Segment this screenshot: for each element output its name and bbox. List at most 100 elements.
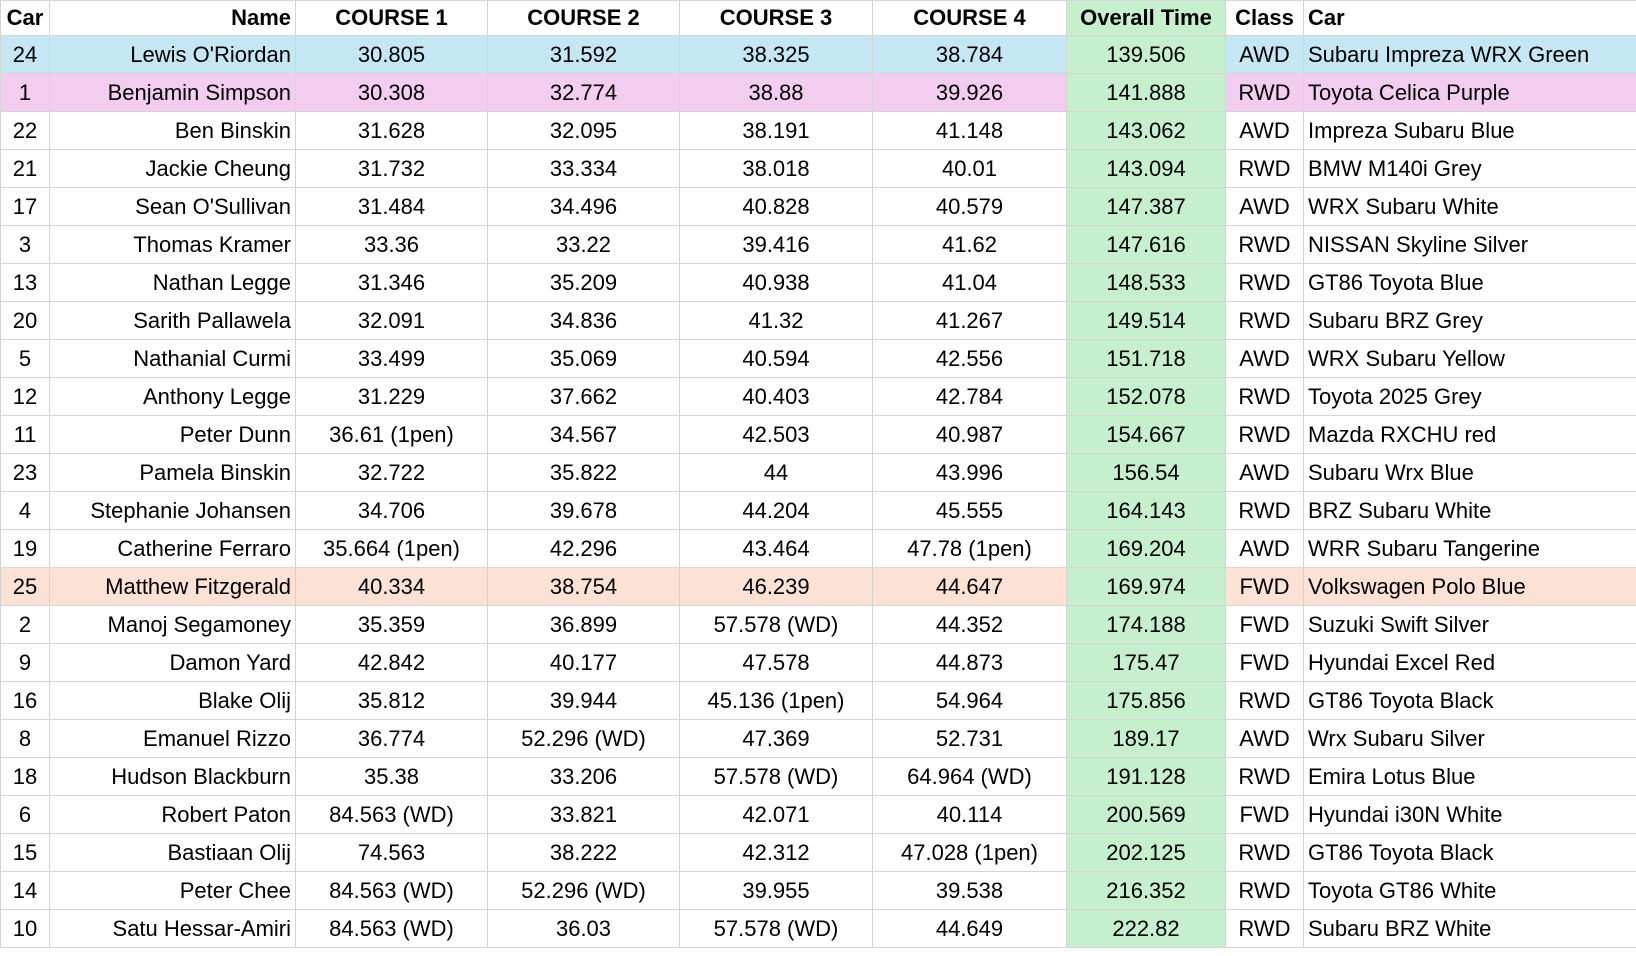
table-cell: 33.334 (487, 149, 680, 188)
table-cell: 189.17 (1066, 719, 1226, 758)
table-cell: 14 (0, 871, 50, 910)
table-cell: 174.188 (1066, 605, 1226, 644)
table-cell: AWD (1225, 35, 1304, 74)
table-cell: Anthony Legge (49, 377, 296, 416)
table-cell: 84.563 (WD) (295, 871, 488, 910)
table-cell: 41.04 (872, 263, 1067, 302)
table-cell: 30.308 (295, 73, 488, 112)
table-cell: Toyota 2025 Grey (1303, 377, 1636, 416)
table-cell: 34.706 (295, 491, 488, 530)
header-cell: Car (1303, 0, 1636, 36)
table-cell: Peter Dunn (49, 415, 296, 454)
table-cell: AWD (1225, 719, 1304, 758)
table-row: 18 Hudson Blackburn 35.38 33.206 57.578 (WD)… (0, 757, 1636, 796)
table-cell: 45.555 (872, 491, 1067, 530)
table-cell: 17 (0, 187, 50, 226)
table-cell: 169.204 (1066, 529, 1226, 568)
table-cell: 31.484 (295, 187, 488, 226)
table-cell: 44.873 (872, 643, 1067, 682)
table-cell: Thomas Kramer (49, 225, 296, 264)
table-cell: 23 (0, 453, 50, 492)
table-cell: 39.944 (487, 681, 680, 720)
header-cell: Class (1225, 0, 1304, 36)
table-cell: Stephanie Johansen (49, 491, 296, 530)
table-cell: 39.926 (872, 73, 1067, 112)
table-row: 22 Ben Binskin 31.628 32.095 38.191 41.148 143… (0, 111, 1636, 150)
table-cell: 33.206 (487, 757, 680, 796)
table-row: 8 Emanuel Rizzo 36.774 52.296 (WD) 47.369 52.… (0, 719, 1636, 758)
table-cell: AWD (1225, 529, 1304, 568)
table-cell: 35.209 (487, 263, 680, 302)
table-cell: Lewis O'Riordan (49, 35, 296, 74)
table-cell: 13 (0, 263, 50, 302)
table-cell: 33.821 (487, 795, 680, 834)
table-cell: 12 (0, 377, 50, 416)
table-cell: RWD (1225, 757, 1304, 796)
table-cell: 41.267 (872, 301, 1067, 340)
table-cell: Satu Hessar-Amiri (49, 909, 296, 948)
table-cell: Bastiaan Olij (49, 833, 296, 872)
table-cell: 32.722 (295, 453, 488, 492)
table-row: 1 Benjamin Simpson 30.308 32.774 38.88 39.926… (0, 73, 1636, 112)
table-cell: Catherine Ferraro (49, 529, 296, 568)
table-cell: 202.125 (1066, 833, 1226, 872)
table-cell: NISSAN Skyline Silver (1303, 225, 1636, 264)
table-cell: Subaru BRZ Grey (1303, 301, 1636, 340)
table-cell: 42.503 (679, 415, 873, 454)
table-cell: 8 (0, 719, 50, 758)
table-cell: 151.718 (1066, 339, 1226, 378)
table-cell: 38.784 (872, 35, 1067, 74)
table-cell: 40.114 (872, 795, 1067, 834)
table-cell: Hyundai i30N White (1303, 795, 1636, 834)
table-cell: 216.352 (1066, 871, 1226, 910)
table-cell: GT86 Toyota Black (1303, 681, 1636, 720)
table-cell: RWD (1225, 415, 1304, 454)
table-cell: 42.312 (679, 833, 873, 872)
table-cell: 5 (0, 339, 50, 378)
table-cell: 38.754 (487, 567, 680, 606)
table-cell: WRR Subaru Tangerine (1303, 529, 1636, 568)
table-cell: 32.774 (487, 73, 680, 112)
table-cell: 31.592 (487, 35, 680, 74)
table-row: 2 Manoj Segamoney 35.359 36.899 57.578 (WD) 4… (0, 605, 1636, 644)
table-cell: 47.78 (1pen) (872, 529, 1067, 568)
table-cell: 39.955 (679, 871, 873, 910)
table-cell: 43.464 (679, 529, 873, 568)
table-cell: FWD (1225, 567, 1304, 606)
header-cell: COURSE 1 (295, 0, 488, 36)
table-cell: RWD (1225, 225, 1304, 264)
table-cell: 154.667 (1066, 415, 1226, 454)
header-cell: Overall Time (1066, 0, 1226, 36)
table-cell: 9 (0, 643, 50, 682)
table-cell: 35.359 (295, 605, 488, 644)
table-cell: Jackie Cheung (49, 149, 296, 188)
table-cell: 1 (0, 73, 50, 112)
table-cell: Volkswagen Polo Blue (1303, 567, 1636, 606)
table-cell: 33.499 (295, 339, 488, 378)
table-row: 16 Blake Olij 35.812 39.944 45.136 (1pen) 54.… (0, 681, 1636, 720)
table-cell: 38.191 (679, 111, 873, 150)
table-cell: 16 (0, 681, 50, 720)
table-cell: 33.22 (487, 225, 680, 264)
table-cell: RWD (1225, 263, 1304, 302)
table-cell: 148.533 (1066, 263, 1226, 302)
table-row: 21 Jackie Cheung 31.732 33.334 38.018 40.01 14… (0, 149, 1636, 188)
table-cell: Toyota Celica Purple (1303, 73, 1636, 112)
table-cell: RWD (1225, 149, 1304, 188)
table-cell: 39.416 (679, 225, 873, 264)
table-cell: Robert Paton (49, 795, 296, 834)
table-cell: AWD (1225, 453, 1304, 492)
table-cell: 40.01 (872, 149, 1067, 188)
header-cell: COURSE 4 (872, 0, 1067, 36)
table-row: 9 Damon Yard 42.842 40.177 47.578 44.873 175.4… (0, 643, 1636, 682)
table-cell: 57.578 (WD) (679, 909, 873, 948)
table-cell: GT86 Toyota Blue (1303, 263, 1636, 302)
table-cell: 35.822 (487, 453, 680, 492)
table-cell: 31.229 (295, 377, 488, 416)
table-cell: 32.095 (487, 111, 680, 150)
table-cell: 35.664 (1pen) (295, 529, 488, 568)
table-cell: Damon Yard (49, 643, 296, 682)
